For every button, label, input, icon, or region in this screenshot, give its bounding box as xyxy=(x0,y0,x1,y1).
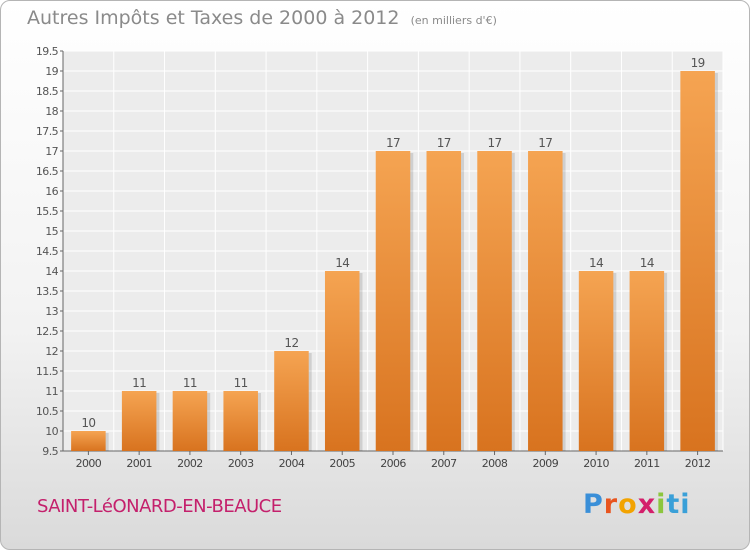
x-tick-label: 2010 xyxy=(583,457,609,470)
y-tick-label: 13.5 xyxy=(36,285,59,298)
proxiti-logo: Proxiti xyxy=(583,489,691,520)
y-tick-label: 19 xyxy=(45,65,58,78)
y-tick-label: 14 xyxy=(45,265,58,278)
bar xyxy=(578,271,614,451)
y-tick-label: 15.5 xyxy=(36,205,59,218)
data-label: 17 xyxy=(386,136,400,150)
data-label: 14 xyxy=(640,256,654,270)
y-tick-label: 9.5 xyxy=(42,445,58,458)
data-label: 14 xyxy=(335,256,349,270)
data-label: 17 xyxy=(487,136,501,150)
chart-subtitle: (en milliers d'€) xyxy=(410,14,497,27)
data-label: 10 xyxy=(81,416,95,430)
y-tick-label: 15 xyxy=(45,225,58,238)
bar xyxy=(528,151,563,451)
y-tick-label: 17.5 xyxy=(36,125,59,138)
bar xyxy=(274,351,309,451)
bar xyxy=(71,431,106,451)
y-tick-label: 18 xyxy=(45,105,58,118)
labels: 9.5 10 10.5 11 11.5 12 12.5 13 13.5 14 14.5 15 15.5 1… xyxy=(36,45,711,470)
x-tick-label: 2007 xyxy=(431,457,457,470)
y-tick-label: 10 xyxy=(45,425,58,438)
data-label: 11 xyxy=(234,376,248,390)
x-tick-label: 2004 xyxy=(279,457,305,470)
bar xyxy=(121,391,157,451)
y-tick-label: 19.5 xyxy=(36,45,59,58)
chart-title-text: Autres Impôts et Taxes de 2000 à 2012 xyxy=(27,7,400,29)
data-label: 14 xyxy=(589,256,603,270)
bar xyxy=(680,71,715,451)
logo-letter: P xyxy=(583,489,604,520)
x-tick-label: 2009 xyxy=(533,457,559,470)
bar xyxy=(477,151,512,451)
bar xyxy=(172,391,208,451)
y-tick-label: 12.5 xyxy=(36,325,59,338)
bar xyxy=(223,391,258,451)
bar xyxy=(426,151,462,451)
logo-letter: ti xyxy=(666,489,691,520)
data-label: 12 xyxy=(284,336,298,350)
y-tick-label: 11 xyxy=(45,385,58,398)
y-tick-label: 18.5 xyxy=(36,85,59,98)
x-tick-label: 2000 xyxy=(76,457,102,470)
x-tick-label: 2011 xyxy=(634,457,660,470)
y-tick-label: 16.5 xyxy=(36,165,59,178)
city-name: SAINT-LéONARD-EN-BEAUCE xyxy=(37,496,282,517)
y-tick-label: 11.5 xyxy=(36,365,59,378)
data-label: 11 xyxy=(183,376,197,390)
logo-letter: x xyxy=(637,489,657,520)
x-tick-label: 2003 xyxy=(228,457,254,470)
data-label: 17 xyxy=(437,136,451,150)
data-label: 17 xyxy=(538,136,552,150)
x-tick-label: 2002 xyxy=(177,457,203,470)
bar xyxy=(629,271,665,451)
data-label: 11 xyxy=(132,376,146,390)
x-tick-label: 2006 xyxy=(380,457,406,470)
bars xyxy=(71,71,718,451)
y-tick-label: 12 xyxy=(45,345,58,358)
logo-letter: i xyxy=(656,489,667,520)
x-tick-label: 2005 xyxy=(329,457,355,470)
x-tick-label: 2012 xyxy=(685,457,711,470)
y-tick-label: 10.5 xyxy=(36,405,59,418)
y-tick-label: 13 xyxy=(45,305,58,318)
x-tick-label: 2008 xyxy=(482,457,508,470)
x-tick-label: 2001 xyxy=(126,457,152,470)
y-tick-label: 14.5 xyxy=(36,245,59,258)
bar xyxy=(375,151,411,451)
y-tick-label: 16 xyxy=(45,185,58,198)
bar xyxy=(324,271,360,451)
logo-letter: o xyxy=(618,489,638,520)
data-label: 19 xyxy=(691,56,705,70)
logo-letter: r xyxy=(603,489,619,520)
chart-title: Autres Impôts et Taxes de 2000 à 2012 (e… xyxy=(27,7,497,29)
y-tick-label: 17 xyxy=(45,145,58,158)
